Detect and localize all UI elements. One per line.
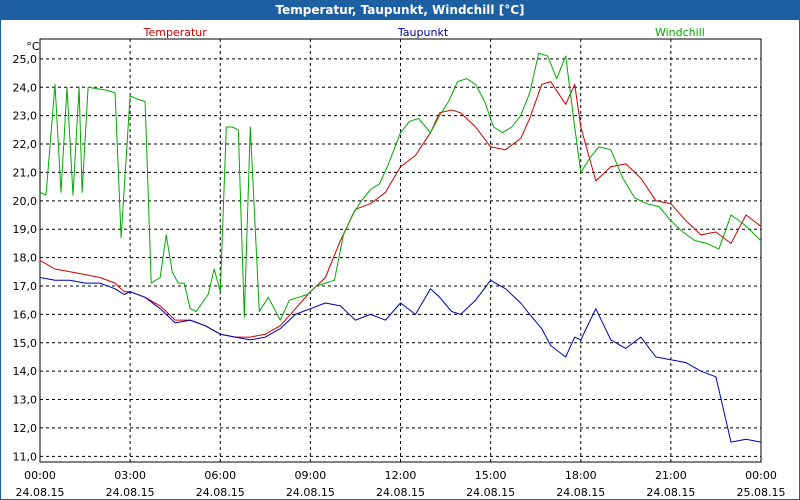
- y-axis: 11,0 12,0 13,0 14,0 15,0 16,0 17,0 18,0 19,0 20,0…: [13, 53, 38, 463]
- y-tick-label: 22,0: [13, 138, 38, 151]
- x-tick-date-label: 25.08.15: [737, 486, 786, 499]
- y-tick-label: 17,0: [13, 280, 38, 293]
- legend-temperatur: Temperatur: [143, 26, 208, 39]
- x-tick-time-label: 09:00: [295, 469, 327, 482]
- y-tick-label: 18,0: [13, 252, 38, 265]
- x-tick-time-label: 00:00: [745, 469, 777, 482]
- y-tick-label: 21,0: [13, 166, 38, 179]
- plot-area: [39, 38, 762, 463]
- legend: Temperatur Taupunkt Windchill: [143, 26, 705, 39]
- x-tick-date-label: 24.08.15: [466, 486, 515, 499]
- y-axis-unit-label: °C: [26, 40, 40, 53]
- x-tick-time-label: 00:00: [24, 469, 56, 482]
- x-tick-date-label: 24.08.15: [376, 486, 425, 499]
- y-tick-label: 13,0: [13, 394, 38, 407]
- y-tick-label: 16,0: [13, 308, 38, 321]
- y-tick-label: 12,0: [13, 422, 38, 435]
- x-tick-time-label: 06:00: [204, 469, 236, 482]
- x-tick-date-label: 24.08.15: [106, 486, 155, 499]
- y-tick-label: 11,0: [13, 450, 38, 463]
- y-tick-label: 24,0: [13, 81, 38, 94]
- y-tick-label: 19,0: [13, 223, 38, 236]
- series-line-windchill: [39, 52, 762, 321]
- x-tick-date-label: 24.08.15: [196, 486, 245, 499]
- x-tick-date-label: 24.08.15: [646, 486, 695, 499]
- legend-taupunkt: Taupunkt: [397, 26, 449, 39]
- y-tick-label: 14,0: [13, 365, 38, 378]
- x-tick-time-label: 03:00: [114, 469, 146, 482]
- x-axis: 00:00 24.08.15 03:00 24.08.15 06:00 24.08.15 0…: [16, 469, 786, 499]
- y-tick-label: 20,0: [13, 195, 38, 208]
- y-tick-label: 15,0: [13, 337, 38, 350]
- y-tick-label: 25,0: [13, 53, 38, 66]
- x-tick-date-label: 24.08.15: [556, 486, 605, 499]
- series-line-temperatur: [39, 81, 762, 338]
- x-tick-date-label: 24.08.15: [286, 486, 335, 499]
- y-tick-label: 23,0: [13, 110, 38, 123]
- grid: [40, 39, 761, 462]
- x-tick-time-label: 21:00: [655, 469, 687, 482]
- chart-title: Temperatur, Taupunkt, Windchill [°C]: [1, 1, 799, 20]
- x-tick-time-label: 15:00: [475, 469, 507, 482]
- legend-windchill: Windchill: [655, 26, 705, 39]
- series-line-taupunkt: [39, 277, 762, 443]
- x-tick-time-label: 18:00: [565, 469, 597, 482]
- x-tick-date-label: 24.08.15: [16, 486, 65, 499]
- series-lines: [39, 52, 762, 443]
- x-tick-time-label: 12:00: [385, 469, 417, 482]
